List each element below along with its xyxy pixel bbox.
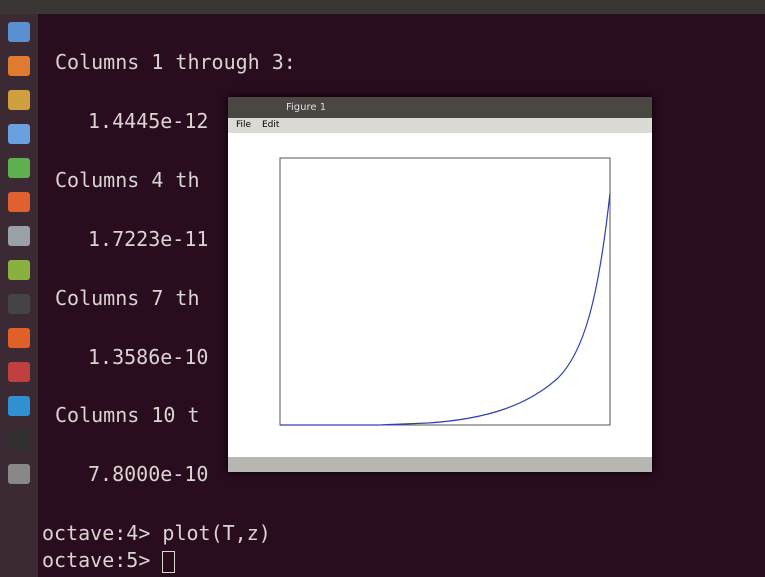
status-bar bbox=[228, 457, 652, 472]
terminal-prompt: octave:4> plot(T,z) bbox=[42, 521, 271, 545]
curve bbox=[280, 193, 610, 425]
launcher-icon[interactable] bbox=[8, 22, 30, 42]
launcher-icon[interactable] bbox=[8, 226, 30, 246]
launcher-icon[interactable] bbox=[8, 90, 30, 110]
terminal-prompt: octave:5> bbox=[42, 548, 175, 573]
cursor bbox=[162, 551, 175, 573]
screen: Columns 1 through 3: 1.4445e-12 Columns … bbox=[0, 0, 765, 577]
launcher-icon[interactable] bbox=[8, 192, 30, 212]
launcher-icon[interactable] bbox=[8, 464, 30, 484]
window-title-bar: Figure 1 bbox=[228, 97, 652, 118]
terminal-line: Columns 1 through 3: bbox=[55, 50, 296, 74]
menu-item[interactable]: Edit bbox=[262, 120, 279, 130]
terminal-line: Columns 7 th bbox=[55, 286, 200, 310]
prompt-text: octave:5> bbox=[42, 548, 162, 572]
figure-window[interactable]: Figure 1 File Edit bbox=[228, 97, 652, 472]
launcher-icon[interactable] bbox=[8, 124, 30, 144]
terminal-line: 1.3586e-10 bbox=[88, 345, 208, 369]
terminal-line: Columns 4 th bbox=[55, 168, 200, 192]
launcher-icon[interactable] bbox=[8, 56, 30, 76]
menu-item[interactable]: File bbox=[236, 120, 251, 130]
axes-box bbox=[280, 158, 610, 425]
plot-area bbox=[228, 133, 652, 457]
launcher-icon[interactable] bbox=[8, 158, 30, 178]
launcher-icon[interactable] bbox=[8, 260, 30, 280]
launcher bbox=[0, 14, 38, 577]
window-title: Figure 1 bbox=[286, 102, 326, 113]
terminal-line: Columns 10 t bbox=[55, 403, 200, 427]
launcher-icon[interactable] bbox=[8, 328, 30, 348]
launcher-icon[interactable] bbox=[8, 396, 30, 416]
terminal-line: 1.7223e-11 bbox=[88, 227, 208, 251]
menu-bar: File Edit bbox=[228, 118, 652, 133]
terminal-line: 1.4445e-12 bbox=[88, 109, 208, 133]
launcher-icon[interactable] bbox=[8, 430, 30, 450]
launcher-icon[interactable] bbox=[8, 294, 30, 314]
top-bar bbox=[0, 0, 765, 14]
launcher-icon[interactable] bbox=[8, 362, 30, 382]
terminal-line: 7.8000e-10 bbox=[88, 462, 208, 486]
